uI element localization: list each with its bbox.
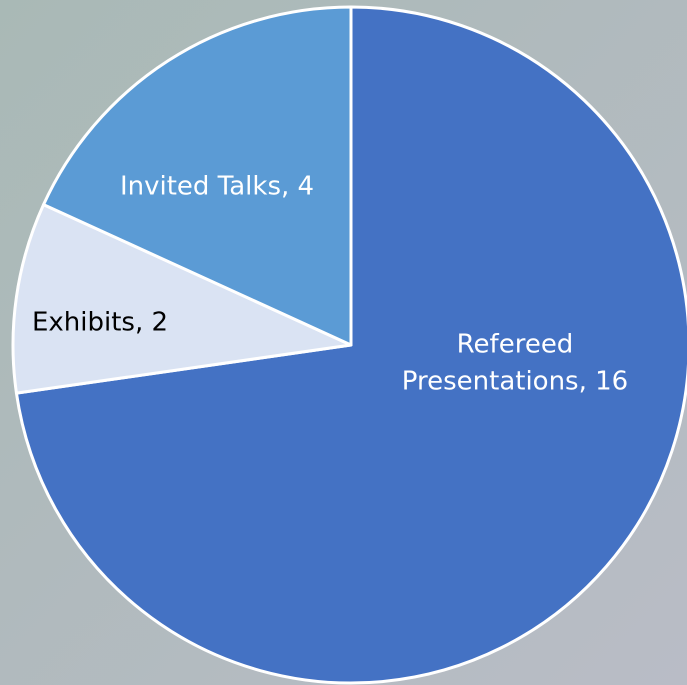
pie-slice (11, 203, 353, 395)
labels: Refereed Presentations, 16 Exhibits, 2 Invi… (32, 172, 628, 397)
data-label: Exhibits, 2 (32, 308, 168, 338)
pie (11, 5, 687, 685)
pie-slice (42, 5, 353, 347)
data-label: Invited Talks, 4 (120, 172, 314, 202)
data-label: Refereed Presentations, 16 (402, 329, 628, 396)
